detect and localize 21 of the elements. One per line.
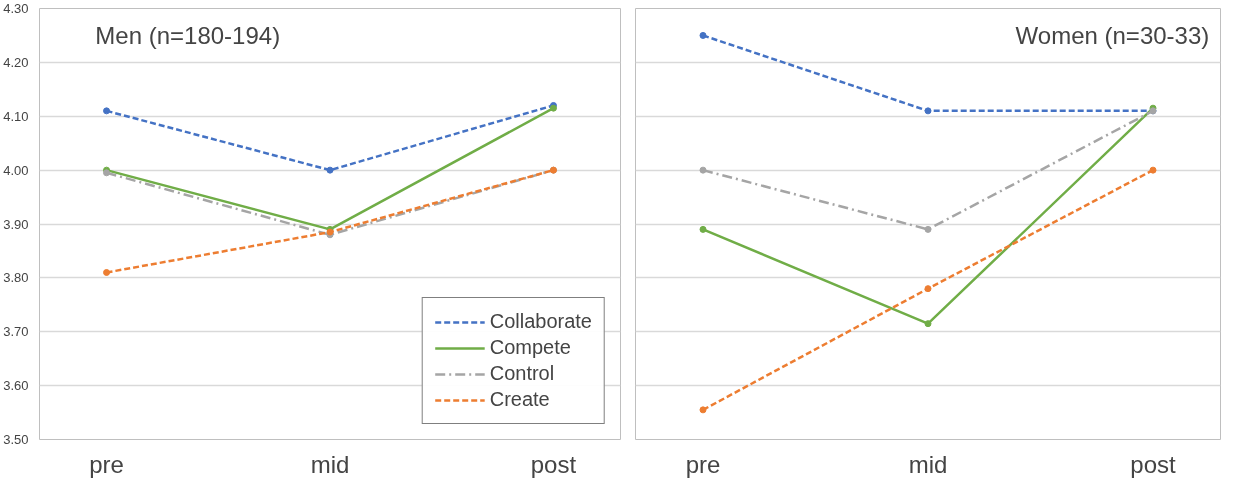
y-tick-label: 3.60	[3, 378, 29, 394]
y-tick-label: 4.30	[3, 1, 29, 16]
x-tick-label: post	[1130, 450, 1177, 478]
y-tick-label: 3.50	[3, 432, 29, 447]
x-tick-label: pre	[89, 450, 124, 478]
legend-label: Control	[489, 362, 555, 385]
x-tick-label: pre	[685, 450, 721, 478]
y-tick-label: 4.00	[3, 162, 29, 178]
y-tick-label: 3.80	[3, 270, 29, 286]
y-tick-label: 4.10	[3, 108, 29, 124]
x-tick-label: mid	[310, 450, 350, 478]
legend-label: Create	[489, 388, 550, 411]
x-tick-label: mid	[908, 450, 948, 478]
y-tick-label: 3.70	[3, 324, 29, 340]
legend-label: Compete	[489, 336, 571, 359]
y-tick-label: 3.90	[3, 216, 29, 232]
text: Men (n=180-194)	[95, 21, 281, 49]
text: Women (n=30-33)	[1015, 21, 1210, 49]
y-tick-label: 4.20	[3, 54, 29, 70]
x-tick-label: post	[530, 450, 577, 478]
legend-label: Collaborate	[489, 310, 592, 333]
